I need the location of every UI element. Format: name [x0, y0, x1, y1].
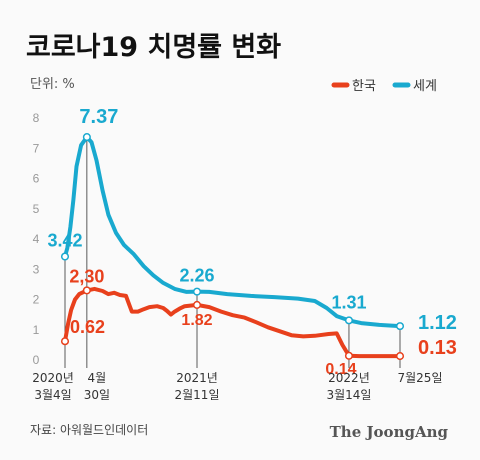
- marker-world: [395, 322, 405, 331]
- x-tick-label-line: 2022년: [328, 371, 370, 385]
- data-label-korea: 0.14: [325, 361, 356, 378]
- y-axis: 0 1 2 3 4 5 6 7 8: [33, 111, 40, 367]
- legend-label-korea: 한국: [352, 79, 376, 94]
- brand-logo: The JoongAng: [330, 423, 449, 441]
- x-tick-label: 2022년 3월14일: [326, 371, 371, 402]
- data-label-world: 1.12: [418, 312, 457, 334]
- series-line-world: [63, 135, 402, 329]
- marker-world: [192, 287, 202, 296]
- legend-label-world: 세계: [413, 79, 437, 94]
- y-tick-label: 7: [33, 141, 40, 155]
- series-lines: [63, 135, 402, 359]
- marker-korea: [192, 300, 202, 309]
- marker-korea: [82, 286, 91, 295]
- unit-label: 단위: %: [30, 77, 75, 92]
- y-tick-label: 6: [33, 172, 40, 186]
- y-tick-label: 1: [33, 323, 40, 337]
- x-tick-label-line: 2021년: [176, 371, 218, 385]
- y-tick-label: 3: [33, 262, 40, 276]
- y-tick-label: 5: [33, 202, 40, 216]
- data-labels: 0.62 2,30 1.82 0.14 0.13 3.42 7.37 2.26 1.31 1.12: [47, 106, 456, 378]
- x-tick-label: 7월25일: [398, 371, 443, 385]
- guide-lines: [64, 137, 401, 368]
- legend: 한국 세계: [331, 79, 437, 94]
- marker-world: [60, 252, 70, 261]
- y-tick-label: 2: [33, 293, 40, 307]
- x-tick-label-line: 4월: [88, 371, 107, 385]
- marker-world: [344, 316, 354, 325]
- chart-title: 코로나19 치명률 변화: [26, 32, 281, 63]
- x-tick-label: 2021년 2월11일: [175, 371, 220, 402]
- x-tick-label-line: 2월11일: [175, 388, 220, 402]
- y-tick-label: 8: [33, 111, 40, 125]
- x-tick-label-line: 2020년: [32, 371, 74, 385]
- data-label-world: 1.31: [331, 292, 366, 312]
- marker-korea: [60, 337, 70, 346]
- marker-world: [82, 133, 91, 142]
- data-label-korea: 0.13: [418, 337, 457, 359]
- x-tick-label-line: 7월25일: [398, 371, 443, 385]
- data-label-korea: 0.62: [70, 317, 105, 337]
- marker-korea: [395, 352, 405, 361]
- x-tick-label-line: 30일: [84, 388, 110, 402]
- data-label-world: 2.26: [179, 266, 214, 286]
- x-tick-label: 2020년 3월4일: [32, 371, 74, 402]
- data-label-korea: 1.82: [181, 312, 212, 329]
- x-tick-label-line: 3월14일: [326, 388, 371, 402]
- y-tick-label: 0: [33, 353, 40, 367]
- data-label-korea: 2,30: [69, 266, 104, 286]
- x-tick-label: 4월 30일: [84, 371, 110, 402]
- x-tick-label-line: 3월4일: [34, 388, 71, 402]
- y-tick-label: 4: [33, 232, 40, 246]
- data-markers: [60, 133, 405, 361]
- marker-korea: [344, 351, 354, 360]
- series-line-korea: [63, 286, 402, 359]
- data-label-world: 7.37: [79, 106, 118, 128]
- data-label-world: 3.42: [47, 231, 82, 251]
- source-note: 자료: 아워월드인데이터: [30, 423, 148, 437]
